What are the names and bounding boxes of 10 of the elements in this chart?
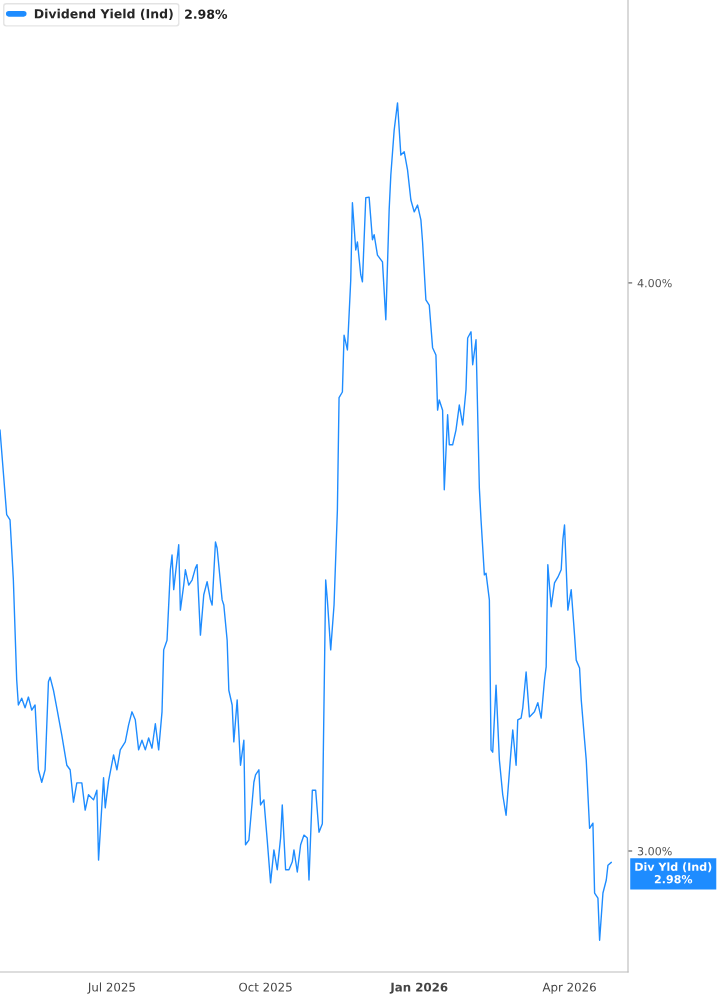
x-tick-label: Jul 2025 [87,982,135,994]
x-tick-label: Apr 2026 [542,982,596,994]
annotation: 2.98% [185,9,228,19]
x-tick-label: Jan 2026 [389,982,448,994]
x-tick-label: Oct 2025 [239,982,292,992]
legend-label: Dividend Yield (Ind) [34,8,173,20]
annotation: Div Yld (Ind) 2.98% [635,862,712,884]
y-tick-label: 4.00% [637,278,672,288]
line-series [0,102,612,941]
y-tick-label: 3.00% [637,846,672,856]
